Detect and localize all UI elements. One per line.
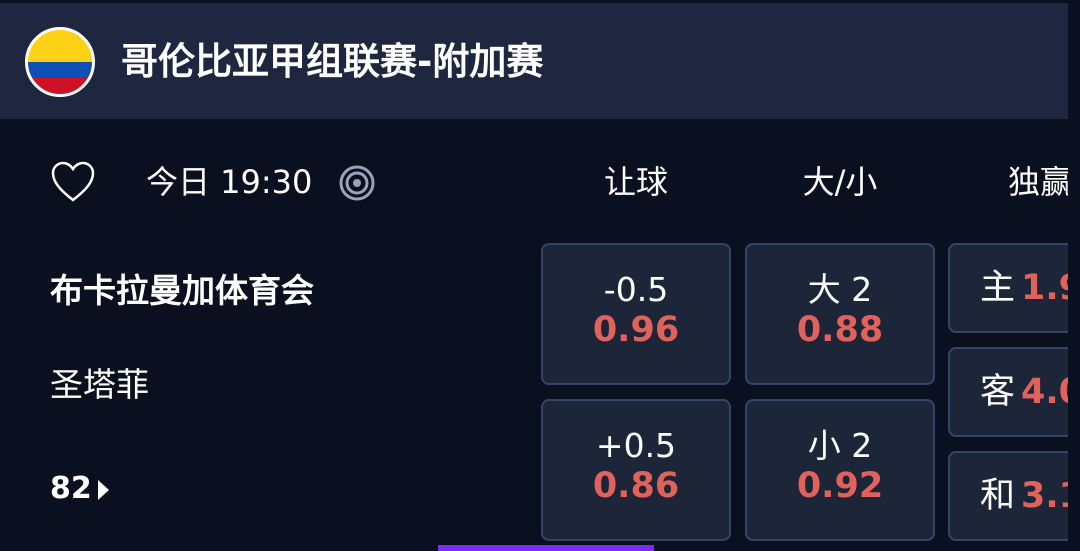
home-team: 布卡拉曼加体育会 xyxy=(50,271,314,310)
totals-odds: 0.92 xyxy=(796,466,884,506)
totals-under-button[interactable]: 小 2 0.92 xyxy=(745,399,935,541)
handicap-line: +0.5 xyxy=(595,426,677,465)
page-indicator xyxy=(438,545,654,551)
moneyline-odds: 1.9 xyxy=(1021,268,1068,308)
totals-odds: 0.88 xyxy=(796,310,884,350)
moneyline-odds: 4.0 xyxy=(1021,372,1068,412)
handicap-odds: 0.96 xyxy=(592,310,680,350)
moneyline-label: 客 xyxy=(980,372,1016,412)
moneyline-draw-button[interactable]: 和3.1 xyxy=(948,451,1068,541)
moneyline-label: 主 xyxy=(980,268,1016,308)
moneyline-odds: 3.1 xyxy=(1021,476,1068,516)
heart-icon[interactable] xyxy=(50,160,96,204)
moneyline-column: 主1.9 客4.0 和3.1 xyxy=(946,240,1068,551)
moneyline-away-button[interactable]: 客4.0 xyxy=(948,347,1068,437)
totals-line: 大 2 xyxy=(807,270,873,309)
minute-value: 82 xyxy=(50,471,92,506)
colombia-flag-icon xyxy=(25,27,95,97)
handicap-home-button[interactable]: -0.5 0.96 xyxy=(541,243,731,385)
live-stats-icon[interactable] xyxy=(338,164,376,202)
league-header[interactable]: 哥伦比亚甲组联赛-附加赛 xyxy=(0,3,1080,119)
handicap-odds: 0.86 xyxy=(592,466,680,506)
moneyline-label: 和 xyxy=(980,476,1016,516)
league-title: 哥伦比亚甲组联赛-附加赛 xyxy=(121,40,544,83)
totals-line: 小 2 xyxy=(807,426,873,465)
totals-over-button[interactable]: 大 2 0.88 xyxy=(745,243,935,385)
play-arrow-icon xyxy=(97,479,109,500)
match-time: 今日 19:30 xyxy=(146,163,313,201)
column-totals: 大/小 xyxy=(802,163,878,201)
column-handicap: 让球 xyxy=(603,163,668,201)
handicap-away-button[interactable]: +0.5 0.86 xyxy=(541,399,731,541)
moneyline-home-button[interactable]: 主1.9 xyxy=(948,243,1068,333)
away-team: 圣塔菲 xyxy=(50,365,149,404)
match-minute: 82 xyxy=(50,470,109,508)
column-moneyline: 独赢 xyxy=(1008,163,1073,201)
handicap-line: -0.5 xyxy=(603,270,669,309)
right-edge xyxy=(1068,0,1080,551)
